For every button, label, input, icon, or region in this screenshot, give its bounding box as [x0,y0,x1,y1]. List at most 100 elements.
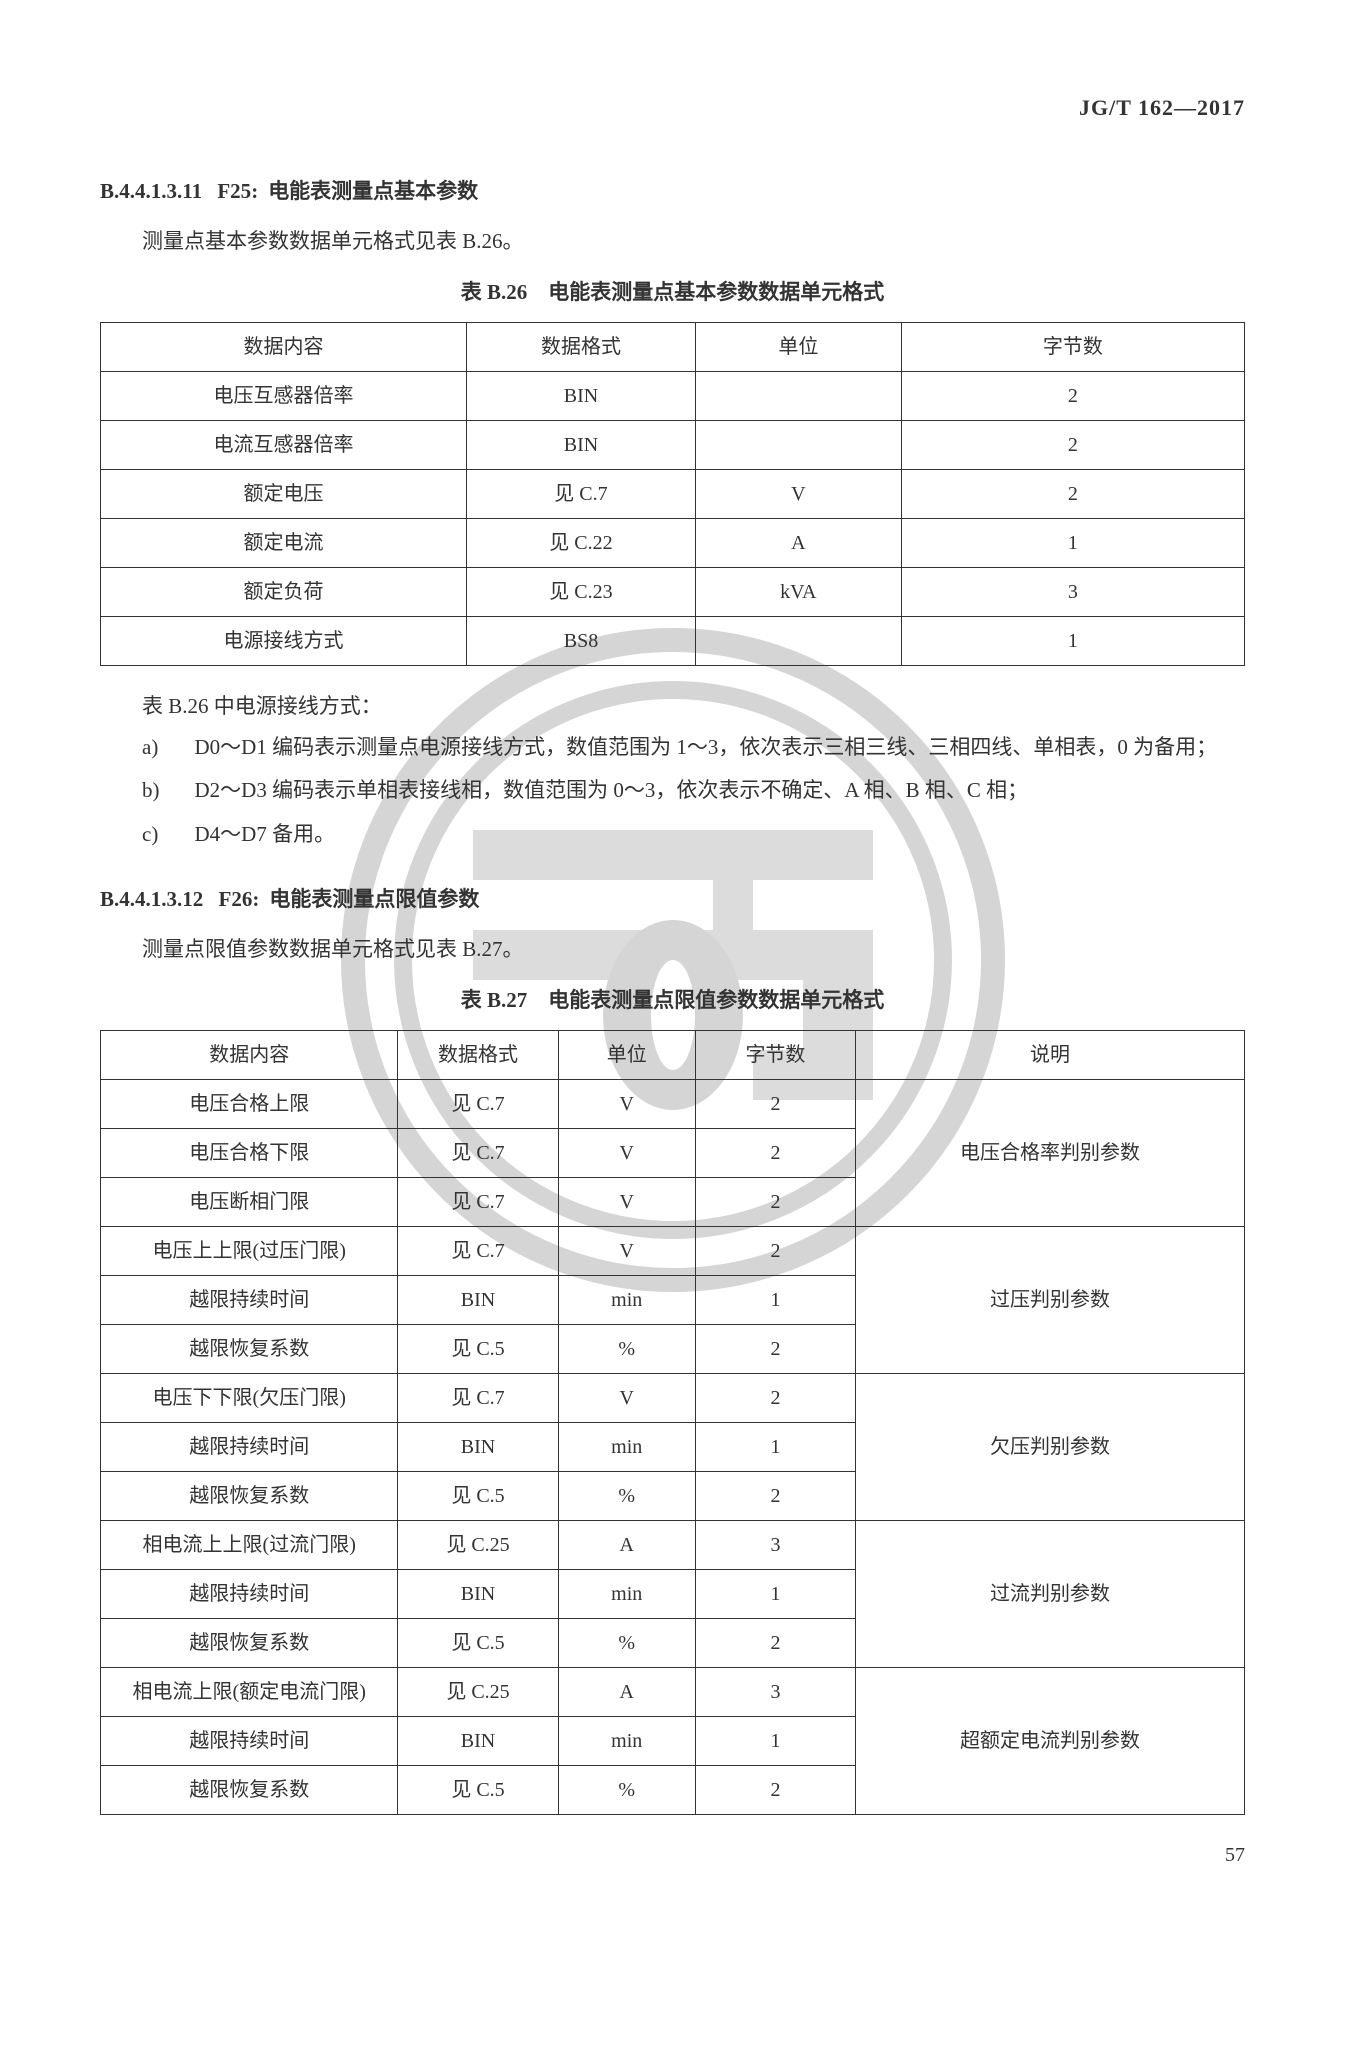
table-row: 电压下下限(欠压门限)见 C.7V2欠压判别参数 [101,1374,1245,1423]
table-cell: BIN [467,420,696,469]
table-cell: min [558,1570,695,1619]
table-cell: 越限恢复系数 [101,1325,398,1374]
section-fcode: F25: [217,179,258,203]
table-cell: 电压合格上限 [101,1080,398,1129]
table-row: 额定负荷见 C.23kVA3 [101,567,1245,616]
table-cell: 越限恢复系数 [101,1619,398,1668]
note-text: D4～D7 备用。 [195,815,1246,855]
table-cell [695,371,901,420]
table-cell: A [558,1521,695,1570]
table-header-row: 数据内容 数据格式 单位 字节数 [101,322,1245,371]
table-cell: A [695,518,901,567]
table-cell: V [695,469,901,518]
table-cell: min [558,1423,695,1472]
col-header: 字节数 [901,322,1244,371]
table-cell: 越限持续时间 [101,1570,398,1619]
table-row: 额定电压见 C.7V2 [101,469,1245,518]
table-cell: 见 C.7 [398,1129,558,1178]
table-cell: 2 [695,1766,855,1815]
table-cell: 见 C.5 [398,1619,558,1668]
table-cell: 1 [695,1423,855,1472]
table-row: 相电流上上限(过流门限)见 C.25A3过流判别参数 [101,1521,1245,1570]
note-text: D2～D3 编码表示单相表接线相，数值范围为 0～3，依次表示不确定、A 相、B… [195,771,1246,811]
table-row: 相电流上限(额定电流门限)见 C.25A3超额定电流判别参数 [101,1668,1245,1717]
col-header: 单位 [695,322,901,371]
table-cell: 电压上上限(过压门限) [101,1227,398,1276]
table-cell: 见 C.22 [467,518,696,567]
table-cell: 见 C.23 [467,567,696,616]
table-cell [695,616,901,665]
table-cell: 1 [901,616,1244,665]
table-cell: 2 [901,371,1244,420]
table-cell: 1 [695,1570,855,1619]
section2-intro: 测量点限值参数数据单元格式见表 B.27。 [100,933,1245,967]
table-cell: 见 C.5 [398,1325,558,1374]
table-cell: 2 [695,1227,855,1276]
table-cell: V [558,1374,695,1423]
table-cell: 电压合格下限 [101,1129,398,1178]
table-cell: BIN [467,371,696,420]
table-cell: % [558,1766,695,1815]
table-cell: 见 C.25 [398,1521,558,1570]
table-cell: 电流互感器倍率 [101,420,467,469]
notes-block: 表 B.26 中电源接线方式： a)D0～D1 编码表示测量点电源接线方式，数值… [100,690,1245,855]
section-number: B.4.4.1.3.12 [100,887,203,911]
table-cell: min [558,1717,695,1766]
table-b27: 数据内容 数据格式 单位 字节数 说明 电压合格上限见 C.7V2电压合格率判别… [100,1030,1245,1815]
note-label: b) [142,771,195,811]
table-cell: 3 [901,567,1244,616]
table-cell-desc: 超额定电流判别参数 [856,1668,1245,1815]
table-cell: 额定负荷 [101,567,467,616]
note-item: b)D2～D3 编码表示单相表接线相，数值范围为 0～3，依次表示不确定、A 相… [142,771,1245,811]
table-cell: kVA [695,567,901,616]
table-title-b27: 表 B.27 电能表测量点限值参数数据单元格式 [100,984,1245,1018]
table-cell: 见 C.7 [398,1080,558,1129]
section-fcode: F26: [219,887,260,911]
table-cell: min [558,1276,695,1325]
table-cell: 3 [695,1521,855,1570]
table-row: 电压合格上限见 C.7V2电压合格率判别参数 [101,1080,1245,1129]
section-title: 电能表测量点基本参数 [268,179,478,203]
table-cell: 越限持续时间 [101,1717,398,1766]
table-cell: 3 [695,1668,855,1717]
table-cell: 相电流上限(额定电流门限) [101,1668,398,1717]
table-cell: 额定电流 [101,518,467,567]
table-cell: 见 C.5 [398,1766,558,1815]
table-cell: 越限恢复系数 [101,1766,398,1815]
col-header: 数据内容 [101,322,467,371]
col-header: 数据格式 [398,1031,558,1080]
table-cell: BIN [398,1570,558,1619]
table-cell: BIN [398,1423,558,1472]
table-cell [695,420,901,469]
table-cell: BIN [398,1717,558,1766]
col-header: 字节数 [695,1031,855,1080]
table-cell: 1 [901,518,1244,567]
section-heading-2: B.4.4.1.3.12 F26:电能表测量点限值参数 [100,883,1245,917]
table-cell: 2 [695,1325,855,1374]
table-cell: V [558,1129,695,1178]
section-number: B.4.4.1.3.11 [100,179,202,203]
notes-intro: 表 B.26 中电源接线方式： [100,690,1245,724]
note-item: a)D0～D1 编码表示测量点电源接线方式，数值范围为 1～3，依次表示三相三线… [142,728,1245,768]
table-cell: 见 C.7 [398,1227,558,1276]
table-cell: 2 [695,1472,855,1521]
table-cell: BS8 [467,616,696,665]
table-cell-desc: 过流判别参数 [856,1521,1245,1668]
table-row: 电压互感器倍率BIN2 [101,371,1245,420]
note-item: c)D4～D7 备用。 [142,815,1245,855]
table-cell: 见 C.5 [398,1472,558,1521]
table-cell: 2 [901,469,1244,518]
standard-code: JG/T 162—2017 [100,90,1245,125]
table-cell: % [558,1325,695,1374]
table-cell: V [558,1178,695,1227]
table-cell: 见 C.7 [398,1374,558,1423]
table-cell: 见 C.7 [467,469,696,518]
table-cell: 电压下下限(欠压门限) [101,1374,398,1423]
table-cell: % [558,1619,695,1668]
table-cell: 电源接线方式 [101,616,467,665]
note-label: a) [142,728,195,768]
table-cell-desc: 欠压判别参数 [856,1374,1245,1521]
table-cell: BIN [398,1276,558,1325]
table-cell: 1 [695,1717,855,1766]
table-row: 电流互感器倍率BIN2 [101,420,1245,469]
